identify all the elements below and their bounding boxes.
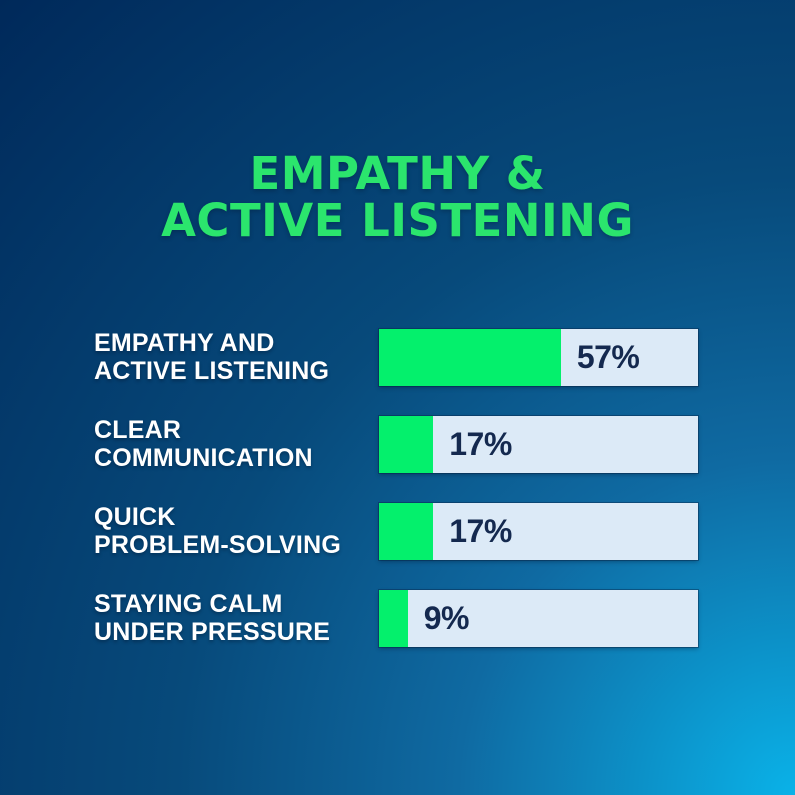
- page-title-line-1: EMPATHY &: [249, 147, 546, 200]
- bar-fill: [379, 328, 561, 386]
- page-title: EMPATHY & ACTIVE LISTENING: [0, 150, 795, 245]
- bar-label: CLEAR COMMUNICATION: [94, 415, 313, 472]
- chart-row: CLEAR COMMUNICATION 17%: [94, 415, 698, 473]
- page-title-line-2: ACTIVE LISTENING: [161, 194, 634, 248]
- bar-value-label: 17%: [449, 425, 512, 462]
- chart-row: QUICK PROBLEM-SOLVING 17%: [94, 502, 698, 560]
- bar-track: 9%: [379, 589, 698, 647]
- chart-row: STAYING CALM UNDER PRESSURE 9%: [94, 589, 698, 647]
- bar-track: 17%: [379, 415, 698, 473]
- infographic-canvas: EMPATHY & ACTIVE LISTENING EMPATHY AND AC…: [0, 150, 795, 795]
- bar-fill: [379, 415, 434, 473]
- chart-row: EMPATHY AND ACTIVE LISTENING 57%: [94, 328, 698, 386]
- bar-value-label: 17%: [449, 512, 512, 549]
- bar-fill: [379, 589, 408, 647]
- bar-label: STAYING CALM UNDER PRESSURE: [94, 589, 331, 646]
- bar-chart: EMPATHY AND ACTIVE LISTENING 57% CLEAR COM…: [0, 328, 795, 647]
- bar-track: 17%: [379, 502, 698, 560]
- bar-label: EMPATHY AND ACTIVE LISTENING: [94, 328, 330, 385]
- bar-label: QUICK PROBLEM-SOLVING: [94, 502, 341, 559]
- bar-value-label: 57%: [576, 338, 640, 375]
- bar-value-label: 9%: [423, 599, 470, 636]
- bar-fill: [379, 502, 434, 560]
- bar-track: 57%: [379, 328, 698, 386]
